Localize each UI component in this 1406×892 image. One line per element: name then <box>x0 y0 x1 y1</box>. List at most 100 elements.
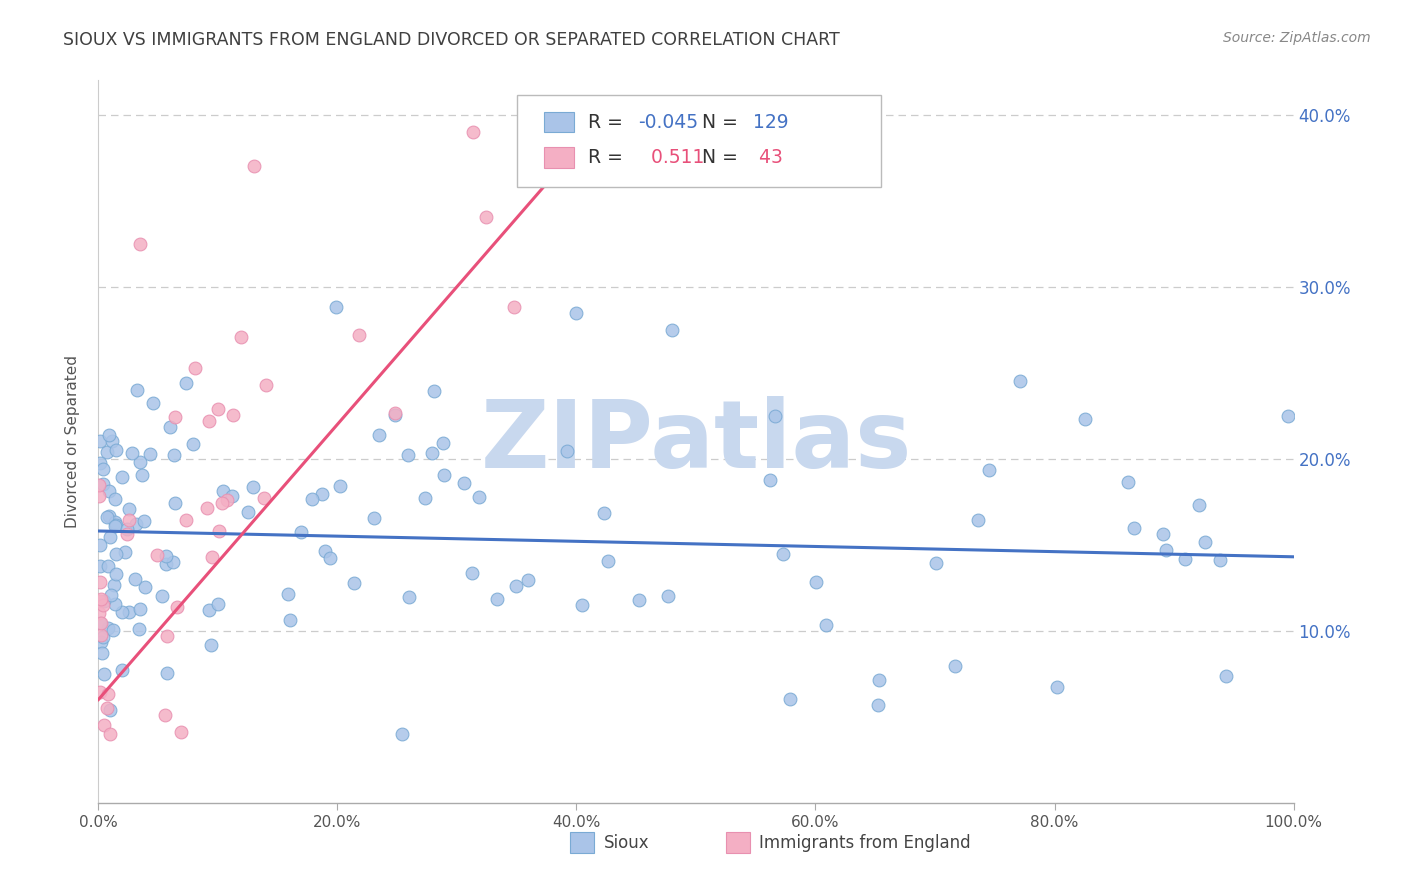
Point <box>90 627 112 641</box>
Point <box>93 630 115 644</box>
Point <box>347 327 370 342</box>
Point <box>125 516 148 531</box>
Point <box>319 550 342 565</box>
Point <box>763 409 786 423</box>
Point <box>1156 543 1178 558</box>
Point <box>117 527 139 541</box>
Point <box>174 513 197 527</box>
Point <box>200 639 222 653</box>
Point <box>779 691 801 706</box>
Point <box>89 575 111 590</box>
Point <box>422 446 444 460</box>
Point <box>432 436 454 450</box>
Point <box>222 408 245 422</box>
Point <box>1152 526 1174 541</box>
Point <box>1074 412 1097 426</box>
Point <box>423 384 446 398</box>
Point <box>221 489 243 503</box>
Text: 0.511: 0.511 <box>638 148 704 167</box>
Point <box>1209 553 1232 567</box>
Point <box>661 323 683 337</box>
Point <box>592 506 614 520</box>
Point <box>139 447 162 461</box>
Point <box>98 727 122 741</box>
Point <box>93 598 115 612</box>
Point <box>89 558 111 573</box>
Point <box>114 545 136 559</box>
Point <box>433 467 456 482</box>
Point <box>1194 534 1216 549</box>
Point <box>89 615 111 630</box>
Point <box>229 329 252 343</box>
Point <box>555 444 578 458</box>
Point <box>806 575 828 590</box>
Point <box>211 496 233 510</box>
Point <box>207 524 229 538</box>
Point <box>96 509 118 524</box>
Point <box>758 473 780 487</box>
Point <box>475 210 498 224</box>
Point <box>868 673 890 687</box>
Text: R =: R = <box>589 112 623 132</box>
Point <box>1174 551 1197 566</box>
Point <box>127 384 149 398</box>
Point <box>198 603 221 617</box>
Text: Source: ZipAtlas.com: Source: ZipAtlas.com <box>1223 31 1371 45</box>
Point <box>89 456 111 470</box>
Point <box>98 428 121 442</box>
Point <box>121 446 143 460</box>
Point <box>1008 374 1031 388</box>
Point <box>97 483 120 498</box>
Bar <box>725 831 749 854</box>
Point <box>142 395 165 409</box>
Point <box>101 624 124 638</box>
Point <box>183 437 205 451</box>
Point <box>132 514 155 528</box>
Bar <box>544 147 574 168</box>
Point <box>207 401 229 416</box>
Point <box>311 487 333 501</box>
Point <box>128 622 150 636</box>
Point <box>100 588 122 602</box>
Text: R =: R = <box>589 148 623 167</box>
Point <box>104 518 127 533</box>
Text: N =: N = <box>702 148 738 167</box>
Point <box>156 629 179 643</box>
Point <box>96 701 118 715</box>
Point <box>468 490 491 504</box>
Point <box>772 547 794 561</box>
Point <box>868 698 890 712</box>
Point <box>1046 681 1069 695</box>
Bar <box>544 112 574 132</box>
Point <box>565 305 588 319</box>
Point <box>290 524 312 539</box>
Point <box>129 602 152 616</box>
Point <box>93 718 115 732</box>
Point <box>391 727 413 741</box>
Point <box>90 646 112 660</box>
Point <box>104 491 127 506</box>
Point <box>156 665 179 680</box>
Point <box>104 597 127 611</box>
Point <box>254 378 277 392</box>
Point <box>166 600 188 615</box>
Point <box>198 414 221 428</box>
Point <box>145 548 167 562</box>
Point <box>118 502 141 516</box>
Point <box>628 592 651 607</box>
Point <box>314 543 336 558</box>
Text: 43: 43 <box>754 148 783 167</box>
Text: SIOUX VS IMMIGRANTS FROM ENGLAND DIVORCED OR SEPARATED CORRELATION CHART: SIOUX VS IMMIGRANTS FROM ENGLAND DIVORCE… <box>63 31 839 49</box>
Point <box>93 593 115 607</box>
Point <box>134 580 156 594</box>
Text: 129: 129 <box>754 112 789 132</box>
Text: N =: N = <box>702 112 738 132</box>
Point <box>325 300 347 314</box>
Point <box>176 376 198 391</box>
Text: Immigrants from England: Immigrants from England <box>759 833 972 852</box>
Text: Sioux: Sioux <box>605 833 650 852</box>
Point <box>118 513 141 527</box>
Point <box>111 470 134 484</box>
Point <box>93 667 115 681</box>
Point <box>90 635 112 649</box>
